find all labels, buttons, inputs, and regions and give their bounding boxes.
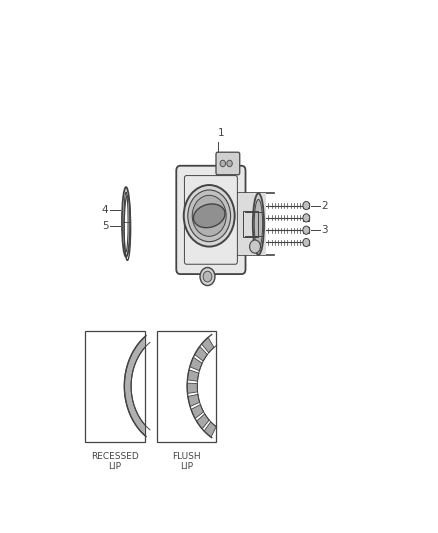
Circle shape [203, 271, 212, 282]
Ellipse shape [122, 187, 130, 257]
Polygon shape [124, 336, 150, 437]
Bar [85, 330, 145, 441]
Text: 3: 3 [321, 225, 328, 235]
Bar [156, 330, 216, 441]
Text: 5: 5 [102, 221, 108, 231]
Text: FLUSH
LIP: FLUSH LIP [172, 452, 201, 471]
Circle shape [227, 160, 232, 167]
Circle shape [303, 201, 310, 209]
FancyBboxPatch shape [216, 152, 240, 175]
Text: 2: 2 [321, 200, 328, 211]
Circle shape [303, 226, 310, 235]
Circle shape [220, 160, 226, 167]
Polygon shape [201, 337, 214, 353]
Circle shape [200, 268, 215, 286]
Bar [303, 215, 309, 221]
Ellipse shape [253, 193, 264, 255]
Bar [238, 193, 266, 255]
Circle shape [303, 238, 310, 247]
Circle shape [303, 214, 310, 222]
Ellipse shape [194, 204, 225, 228]
Text: 1: 1 [218, 128, 224, 138]
Ellipse shape [124, 192, 128, 252]
Polygon shape [190, 357, 202, 371]
Polygon shape [191, 405, 204, 418]
Bar [303, 227, 309, 233]
Polygon shape [188, 394, 200, 407]
Polygon shape [197, 414, 209, 429]
Circle shape [192, 195, 226, 236]
Text: RECESSED
LIP: RECESSED LIP [91, 452, 139, 471]
Bar [243, 211, 258, 237]
Polygon shape [194, 346, 207, 361]
FancyBboxPatch shape [176, 166, 246, 274]
Bar [303, 203, 309, 208]
Circle shape [188, 190, 230, 241]
Bar [303, 240, 309, 245]
Ellipse shape [254, 199, 263, 248]
Circle shape [250, 240, 261, 253]
Polygon shape [187, 383, 198, 393]
Text: 4: 4 [102, 205, 108, 215]
Polygon shape [204, 422, 216, 437]
Circle shape [184, 185, 235, 247]
Polygon shape [187, 370, 199, 381]
